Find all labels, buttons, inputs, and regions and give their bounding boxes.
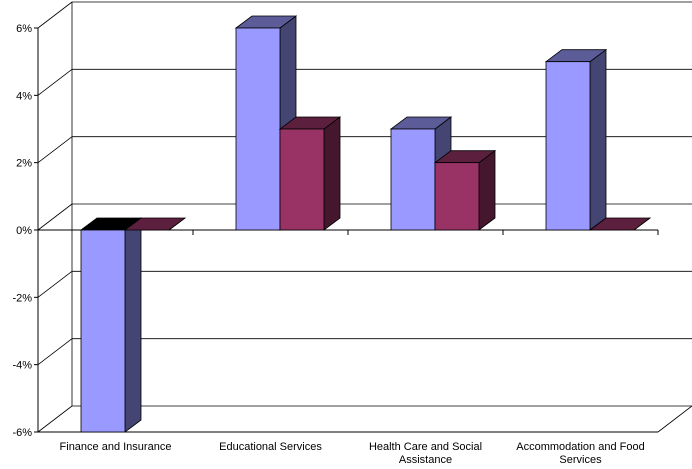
gridline-depth (37, 203, 73, 231)
y-tick-labels: -6% -4% -2% 0% 2% 4% 6% (12, 23, 32, 439)
bar-front (545, 61, 591, 231)
bar-front (390, 128, 436, 231)
x-tick-label: Accommodation and Food Services (516, 441, 644, 466)
x-tick-label: Educational Services (219, 441, 322, 453)
x-tick-label: Finance and Insurance (60, 441, 172, 453)
y-tick-label: -4% (12, 360, 32, 372)
bar-front (80, 229, 126, 433)
x-tick-label: Health Care and Social Assistance (369, 441, 482, 466)
gridline-depth (37, 271, 73, 298)
bar-front (235, 27, 281, 231)
bar (588, 217, 652, 231)
gridline-depth (37, 69, 73, 96)
bars (79, 15, 652, 433)
gridlines (37, 1, 692, 433)
y-tick-label: 4% (16, 90, 32, 102)
y-tick-label: 6% (16, 23, 32, 35)
bar-side (323, 116, 341, 231)
bar (433, 149, 497, 231)
bar (79, 217, 143, 433)
bar (544, 48, 608, 231)
bar-front (279, 128, 325, 231)
bar (278, 116, 342, 231)
gridline-depth (37, 136, 73, 163)
bar (123, 217, 187, 231)
bar-front (434, 162, 480, 231)
gridline-depth (37, 338, 73, 365)
y-tick-label: 0% (16, 225, 32, 237)
gridline-depth (37, 405, 73, 433)
floor-edge (657, 405, 692, 433)
bar-side (589, 48, 607, 231)
x-tick-labels: Finance and Insurance Educational Service… (60, 441, 645, 466)
y-tick-label: 2% (16, 158, 32, 170)
gridline-depth (37, 1, 73, 29)
y-tick-label: -2% (12, 292, 32, 304)
bar-side (478, 149, 496, 231)
bar (389, 116, 453, 231)
bar-top (123, 217, 187, 231)
bar-side (124, 217, 142, 433)
bar-top (588, 217, 652, 231)
y-tick-label: -6% (12, 427, 32, 439)
